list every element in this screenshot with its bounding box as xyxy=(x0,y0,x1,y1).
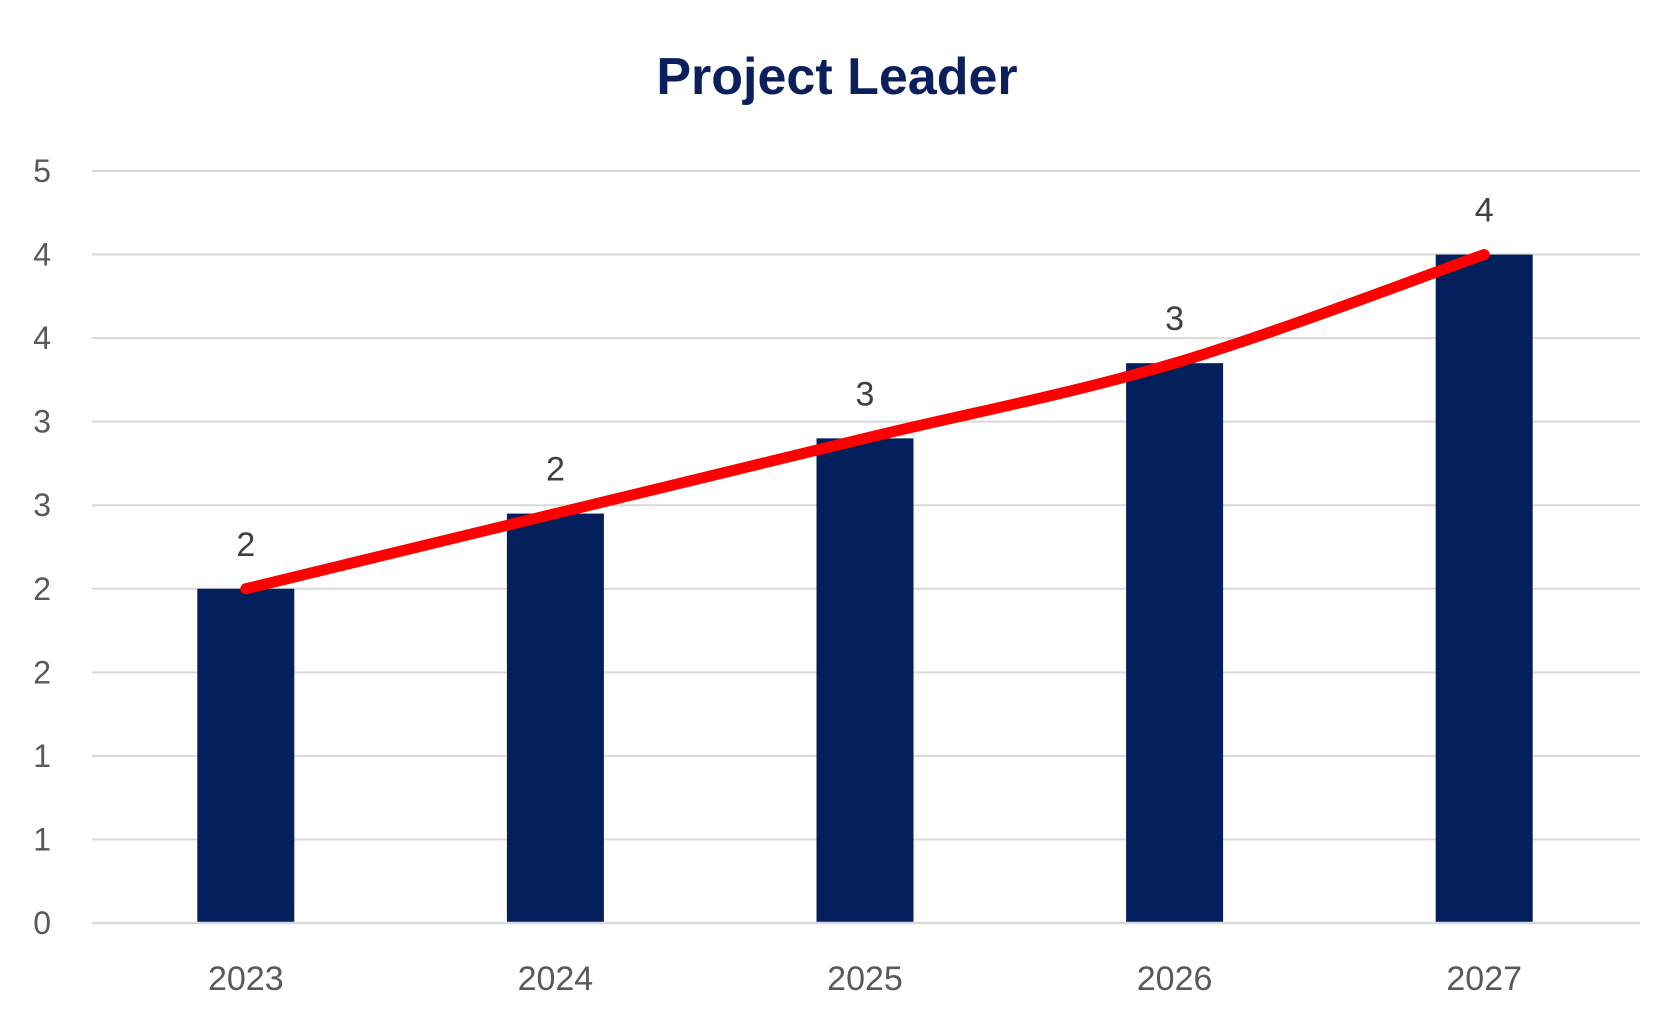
bars xyxy=(197,254,1533,924)
bar xyxy=(506,513,604,923)
y-tick-label: 5 xyxy=(33,153,51,189)
bar xyxy=(1126,363,1224,924)
chart-title: Project Leader xyxy=(656,48,1017,106)
y-tick-label: 4 xyxy=(33,237,51,273)
x-axis-ticks: 2023 2024 2025 2026 2027 xyxy=(208,960,1522,998)
bar xyxy=(816,438,914,923)
data-labels: 2 2 3 3 4 xyxy=(236,192,1493,564)
x-tick-label: 2023 xyxy=(208,960,284,998)
data-label: 2 xyxy=(546,451,565,489)
y-tick-label: 2 xyxy=(33,654,51,690)
data-label: 3 xyxy=(856,375,875,413)
data-label: 2 xyxy=(236,526,255,564)
bar xyxy=(197,588,295,923)
y-tick-label: 1 xyxy=(33,821,51,857)
trend-line-group xyxy=(240,249,1490,595)
x-tick-label: 2025 xyxy=(827,960,903,998)
data-label: 3 xyxy=(1165,300,1184,338)
bar xyxy=(1435,254,1533,924)
data-label: 4 xyxy=(1475,192,1494,230)
x-tick-label: 2026 xyxy=(1137,960,1213,998)
x-tick-label: 2027 xyxy=(1446,960,1522,998)
y-axis-ticks: 0 1 1 2 2 3 3 4 4 5 xyxy=(33,153,51,941)
x-tick-label: 2024 xyxy=(518,960,594,998)
trend-line xyxy=(240,249,1490,595)
y-tick-label: 3 xyxy=(33,404,51,440)
y-tick-label: 3 xyxy=(33,487,51,523)
y-tick-label: 4 xyxy=(33,320,51,356)
y-tick-label: 2 xyxy=(33,571,51,607)
y-tick-label: 1 xyxy=(33,738,51,774)
y-tick-label: 0 xyxy=(33,905,51,941)
